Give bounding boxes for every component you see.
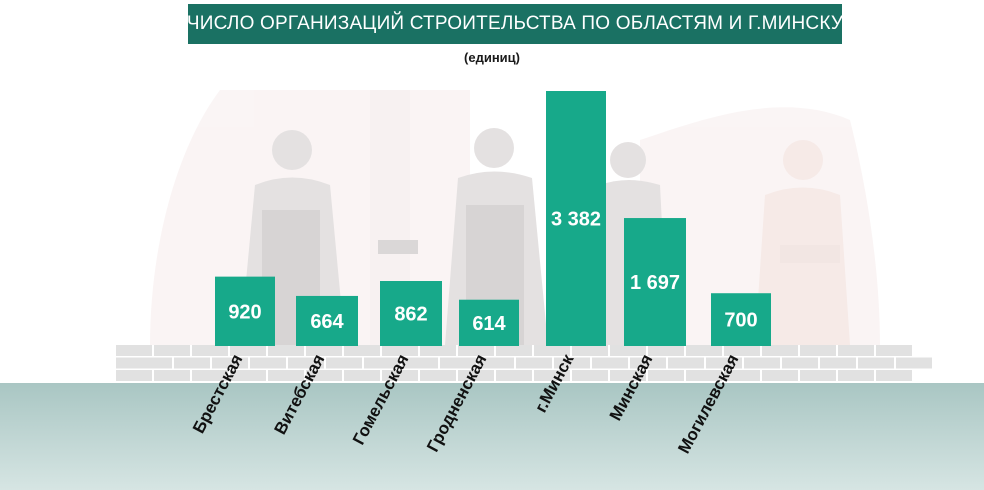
brick [306, 345, 342, 356]
brick [402, 357, 438, 369]
brick [838, 345, 874, 356]
bar [215, 276, 275, 346]
bar [546, 91, 606, 346]
brick [554, 357, 590, 369]
brick [858, 357, 894, 369]
brick [306, 370, 342, 381]
brick [800, 345, 836, 356]
brick [876, 370, 912, 381]
brick [838, 370, 874, 381]
brick [212, 357, 248, 369]
bar-value-label: 614 [472, 313, 506, 335]
brick [344, 370, 380, 381]
bar [380, 281, 442, 346]
brick [630, 357, 666, 369]
brick [154, 370, 190, 381]
brick [496, 345, 532, 356]
bar-value-label: 1 697 [630, 272, 680, 294]
bar [624, 218, 686, 346]
brick [724, 345, 760, 356]
brick [478, 357, 514, 369]
brick [572, 345, 608, 356]
brick [382, 370, 418, 381]
brick [440, 357, 476, 369]
brick [744, 357, 780, 369]
bar-value-label: 920 [228, 301, 261, 323]
brick [762, 370, 798, 381]
brick [116, 357, 152, 369]
chart-title-box: ЧИСЛО ОРГАНИЗАЦИЙ СТРОИТЕЛЬСТВА ПО ОБЛАС… [186, 4, 844, 44]
brick [268, 345, 304, 356]
brick [534, 345, 570, 356]
brick [724, 370, 760, 381]
brick [648, 345, 684, 356]
value-labels-group: 920 664 862 614 3 382 1 697 700 [228, 209, 757, 335]
brick [192, 345, 228, 356]
brick [420, 345, 456, 356]
brick [800, 370, 836, 381]
brick [610, 345, 646, 356]
brick [326, 357, 362, 369]
brick [420, 370, 456, 381]
chart-title: ЧИСЛО ОРГАНИЗАЦИЙ СТРОИТЕЛЬСТВА ПО ОБЛАС… [186, 13, 844, 34]
brick [820, 357, 856, 369]
brick [516, 357, 552, 369]
brick [136, 357, 172, 369]
brick [344, 345, 380, 356]
bar-value-label: 700 [724, 310, 757, 332]
brick [458, 370, 494, 381]
brick [876, 345, 912, 356]
brick [610, 370, 646, 381]
bar [711, 293, 771, 346]
bar-value-label: 3 382 [551, 209, 601, 231]
brick [496, 370, 532, 381]
brick [116, 345, 152, 356]
brick [686, 370, 722, 381]
brick [288, 357, 324, 369]
brick [458, 345, 494, 356]
brick [706, 357, 742, 369]
brick [534, 370, 570, 381]
bar [296, 295, 358, 346]
brick [782, 357, 818, 369]
brick [592, 357, 628, 369]
brick [382, 345, 418, 356]
floor-band [0, 383, 984, 490]
brick [896, 357, 932, 369]
brick [364, 357, 400, 369]
bar [459, 299, 519, 346]
brick [572, 370, 608, 381]
brick [250, 357, 286, 369]
bar-value-label: 664 [310, 311, 344, 333]
brick [154, 345, 190, 356]
brick [174, 357, 210, 369]
brick [116, 370, 152, 381]
brick [762, 345, 798, 356]
bar-value-label: 862 [394, 304, 427, 326]
brick [686, 345, 722, 356]
brick [192, 370, 228, 381]
brick [648, 370, 684, 381]
brick [230, 370, 266, 381]
brick [668, 357, 704, 369]
brick [268, 370, 304, 381]
brick-wall [116, 345, 932, 381]
brick [230, 345, 266, 356]
chart-subtitle: (единиц) [464, 50, 520, 65]
bars-group [215, 91, 771, 346]
